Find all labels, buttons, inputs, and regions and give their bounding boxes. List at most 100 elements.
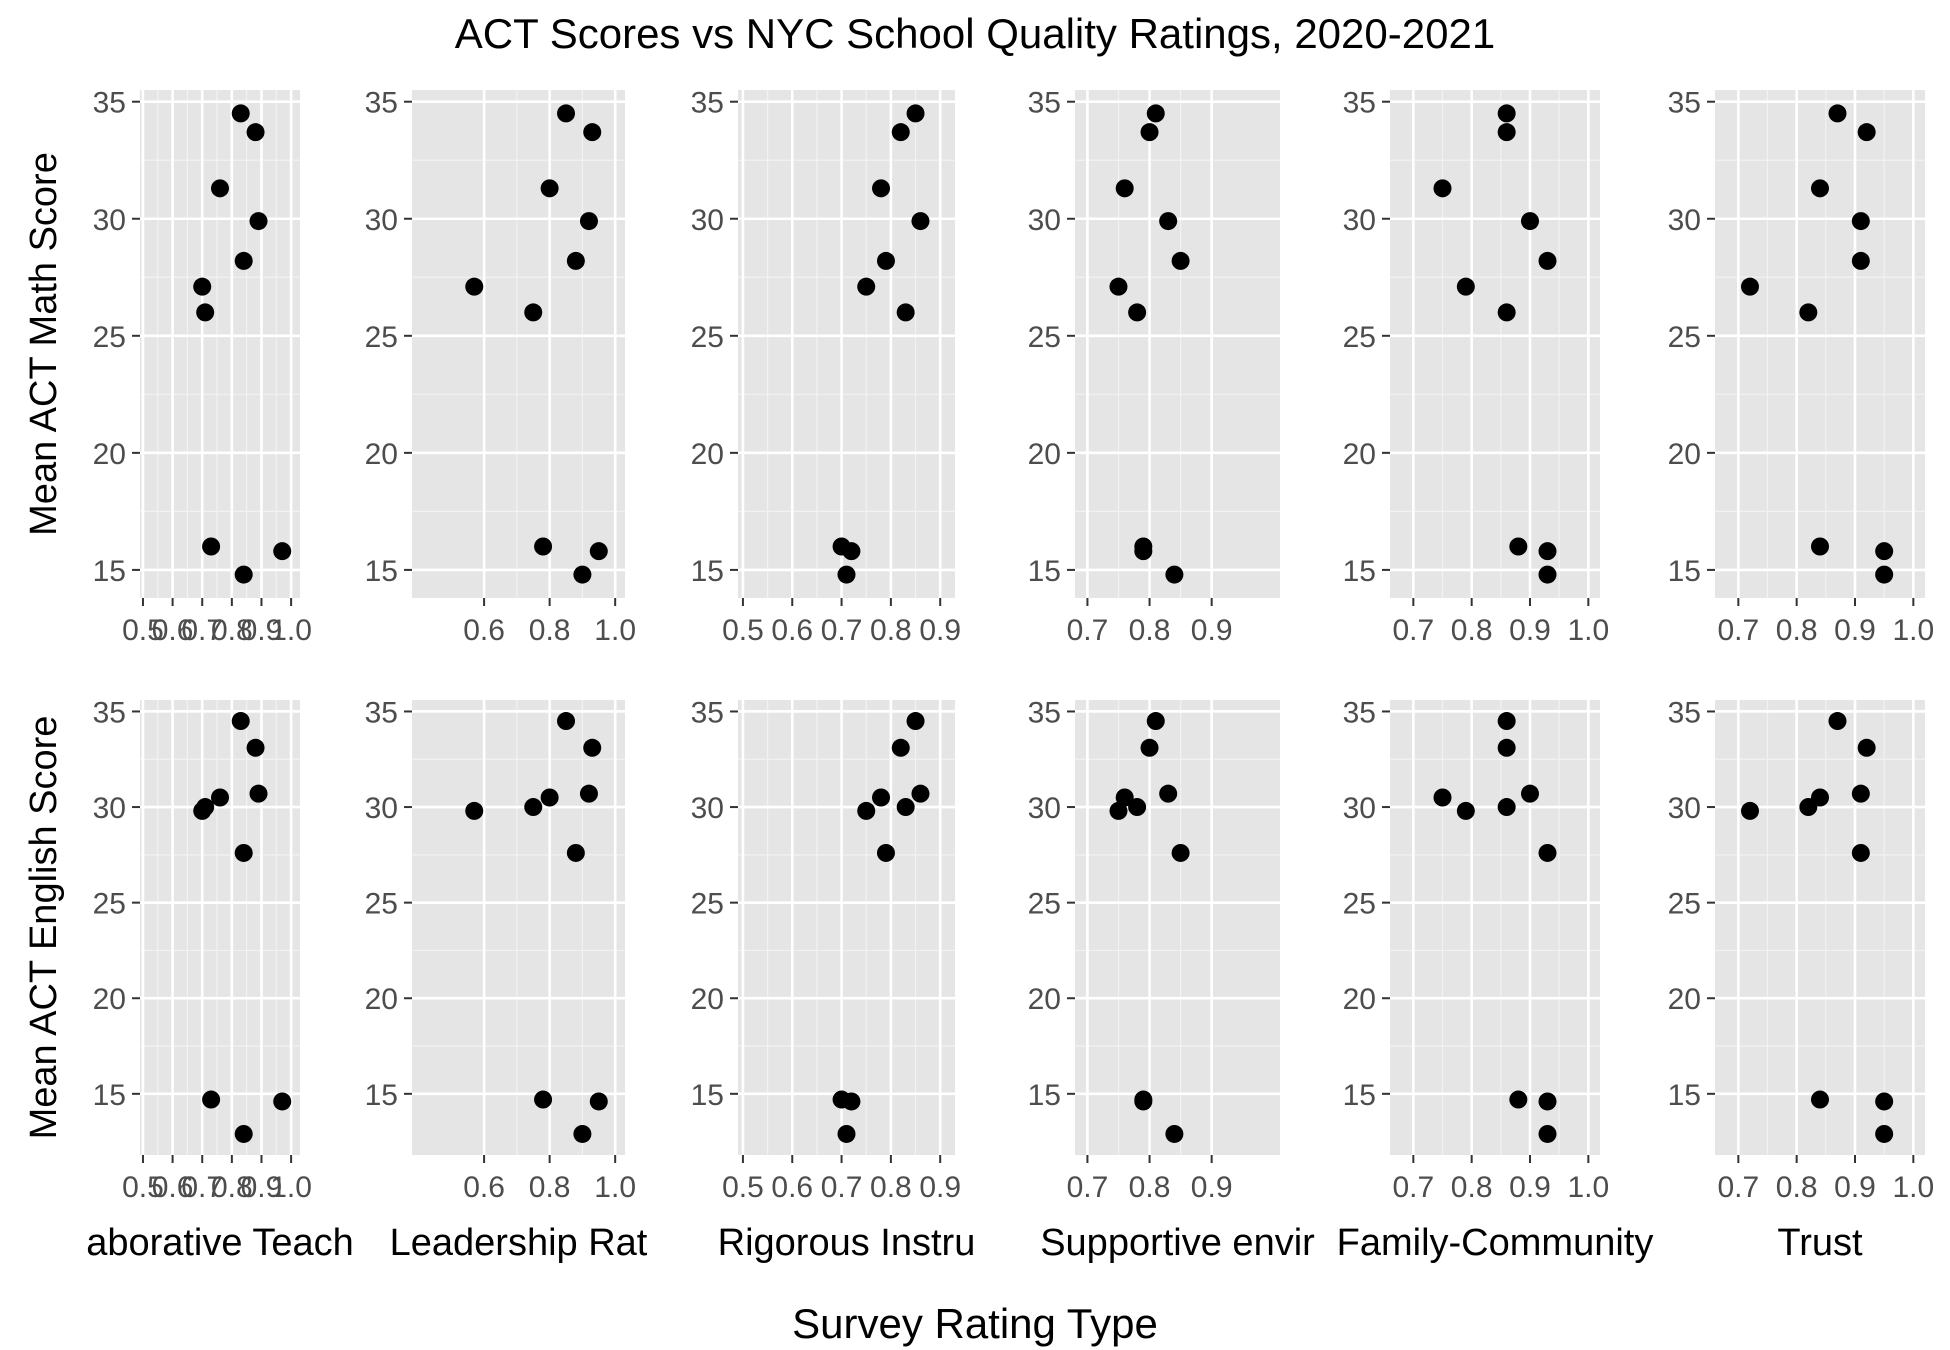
x-tick-label: 0.5 [122,614,164,647]
y-tick-label: 15 [93,555,126,588]
x-tick-label: 0.6 [771,614,813,647]
data-point [1857,123,1876,142]
x-tick-label: 0.7 [1067,1171,1109,1204]
data-point [1433,179,1452,198]
panel-r1-c5: 0.7 0.8 0.9 1.0 15 20 25 30 35 [1343,87,1610,647]
facet-grid: Mean ACT Math Score Mean ACT English Scor… [23,87,1934,1264]
y-tick-label: 35 [1028,87,1061,120]
x-tick-label: 0.9 [241,614,283,647]
x-tick-label: 0.8 [1451,614,1493,647]
y-tick-label: 30 [1343,204,1376,237]
data-point [837,1124,856,1143]
panel-r2-c6: 0.7 0.8 0.9 1.0 15 20 25 30 35 [1668,696,1935,1204]
data-point [1159,212,1178,231]
y-axis-title-row-2: Mean ACT English Score [23,716,65,1140]
data-point [1456,801,1475,820]
data-point [1741,801,1759,820]
panel-background [1075,90,1280,598]
panel-r2-c1: 0.50.60.70.80.91.0 15 20 25 30 35 [93,696,312,1204]
data-point [234,565,253,584]
y-tick-label: 15 [1343,555,1376,588]
x-tick-label: 0.8 [1129,614,1171,647]
y-tick-label: 20 [1343,438,1376,471]
y-tick-label: 20 [365,983,398,1016]
y-tick-label: 25 [1668,888,1701,921]
y-tick-label: 25 [1343,888,1376,921]
x-tick-label: 1.0 [1567,614,1609,647]
y-tick-label: 15 [93,1079,126,1112]
data-point [249,784,268,803]
data-point [1538,1092,1557,1111]
y-tick-label: 25 [93,321,126,354]
x-tick-label: 0.8 [211,614,253,647]
data-point [1134,542,1153,561]
data-point [1851,212,1870,231]
y-tick-label: 35 [691,696,724,729]
data-point [465,277,484,296]
y-tick-label: 20 [365,438,398,471]
data-point [1115,179,1134,198]
panel-background [412,90,625,598]
data-point [896,303,915,322]
y-tick-label: 35 [93,696,126,729]
y-tick-label: 30 [691,792,724,825]
y-tick-label: 20 [691,983,724,1016]
panel-r2-c4: 0.7 0.8 0.9 15 20 25 30 35 [1028,696,1280,1204]
data-point [1538,1124,1557,1143]
y-tick-label: 15 [1028,1079,1061,1112]
data-point [589,542,608,561]
data-point [857,277,876,296]
data-point [1128,303,1147,322]
y-tick-label: 25 [691,888,724,921]
panel-r1-c6: 0.7 0.8 0.9 1.0 15 20 25 30 35 [1668,87,1935,647]
data-point [249,212,268,231]
y-tick-label: 15 [1668,1079,1701,1112]
x-tick-label: 0.9 [1191,1171,1233,1204]
data-point [1538,565,1557,584]
data-point [566,251,585,270]
y-tick-label: 15 [691,555,724,588]
y-tick-label: 35 [1343,87,1376,120]
facet-label-col-1: aborative Teach [86,1222,354,1264]
data-point [1146,712,1165,731]
data-point [231,104,250,123]
x-tick-label: 0.8 [1776,614,1818,647]
data-point [1165,565,1184,584]
y-tick-label: 15 [1343,1079,1376,1112]
x-tick-label: 1.0 [1892,1171,1934,1204]
x-tick-label: 0.5 [722,1171,764,1204]
data-point [1875,1124,1894,1143]
data-point [234,843,253,862]
data-point [524,798,543,817]
panel-background [738,90,955,598]
x-tick-label: 0.9 [1834,1171,1876,1204]
x-tick-label: 0.5 [122,1171,164,1204]
x-tick-label: 0.7 [1392,1171,1434,1204]
x-tick-label: 0.6 [152,614,194,647]
x-tick-label: 0.9 [1834,614,1876,647]
data-point [1109,801,1128,820]
panel-background [1715,90,1925,598]
x-tick-label: 0.7 [181,1171,223,1204]
data-point [1811,1090,1829,1109]
y-tick-label: 25 [1343,321,1376,354]
data-point [231,712,250,731]
x-tick-label: 1.0 [594,614,636,647]
x-tick-label: 0.8 [1129,1171,1171,1204]
data-point [872,179,891,198]
data-point [1811,537,1829,556]
data-point [246,123,265,142]
data-point [1521,212,1539,231]
y-tick-label: 30 [691,204,724,237]
y-tick-label: 30 [365,204,398,237]
y-tick-label: 25 [1028,888,1061,921]
data-point [524,303,543,322]
x-tick-label: 0.6 [463,1171,505,1204]
y-tick-label: 30 [1028,792,1061,825]
data-point [234,1124,253,1143]
data-point [566,843,585,862]
data-point [876,251,895,270]
data-point [1140,123,1159,142]
data-point [1497,104,1516,123]
data-point [534,537,553,556]
